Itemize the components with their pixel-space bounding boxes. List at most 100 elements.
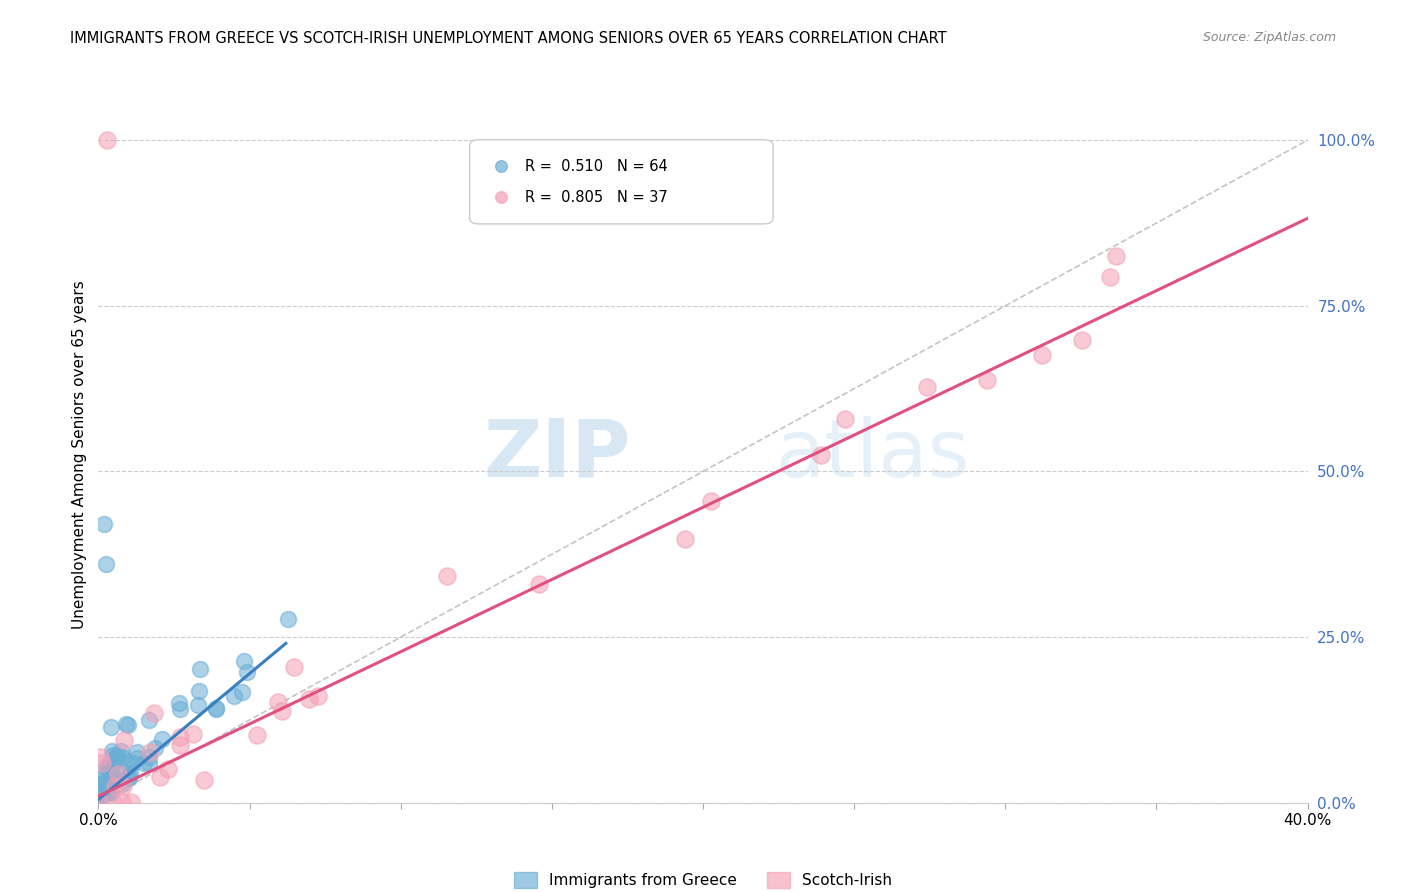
Point (204, 700, 226, 714)
Point (101, 747, 124, 762)
Point (89, 777, 111, 791)
Point (101, 795, 124, 809)
Point (169, 731, 191, 745)
Point (1031, 348, 1053, 362)
Point (157, 762, 180, 776)
Text: R =  0.510   N = 64: R = 0.510 N = 64 (526, 159, 668, 174)
Text: atlas: atlas (776, 416, 970, 494)
Point (120, 765, 142, 780)
Point (224, 689, 246, 703)
Text: IMMIGRANTS FROM GREECE VS SCOTCH-IRISH UNEMPLOYMENT AMONG SENIORS OVER 65 YEARS : IMMIGRANTS FROM GREECE VS SCOTCH-IRISH U… (70, 31, 946, 46)
Point (89, 750, 111, 764)
Point (104, 771, 127, 785)
Point (107, 767, 129, 781)
Point (120, 795, 142, 809)
Point (169, 739, 191, 753)
Point (111, 777, 134, 791)
Point (89, 795, 111, 809)
Text: Source: ZipAtlas.com: Source: ZipAtlas.com (1202, 31, 1336, 45)
Point (233, 653, 256, 667)
Point (100, 786, 122, 800)
Point (115, 756, 138, 770)
Point (205, 702, 228, 716)
Point (111, 779, 134, 793)
Point (100, 775, 122, 789)
Point (97, 756, 120, 771)
Point (143, 706, 166, 720)
Point (167, 697, 190, 711)
Point (90, 771, 112, 785)
Point (138, 749, 160, 764)
Point (436, 569, 458, 583)
Point (101, 760, 124, 774)
Legend: Immigrants from Greece, Scotch-Irish: Immigrants from Greece, Scotch-Irish (508, 866, 898, 892)
Point (91, 777, 114, 791)
Point (246, 728, 269, 742)
Point (187, 683, 209, 698)
Point (100, 720, 122, 734)
Point (98, 774, 121, 789)
Text: R =  0.805   N = 37: R = 0.805 N = 37 (526, 190, 668, 205)
Point (112, 733, 135, 747)
Point (100, 768, 122, 782)
Point (181, 727, 204, 741)
Point (127, 750, 149, 764)
Point (94, 780, 117, 794)
Point (143, 740, 166, 755)
Point (276, 612, 298, 626)
Point (149, 770, 172, 784)
Point (1094, 219, 1116, 234)
Point (834, 412, 856, 426)
Point (97, 785, 120, 799)
Point (104, 753, 127, 767)
Point (105, 748, 128, 763)
Point (117, 717, 139, 731)
Point (111, 795, 134, 809)
Point (138, 746, 160, 760)
Point (138, 714, 160, 728)
Point (297, 692, 319, 706)
Point (235, 665, 257, 679)
Point (267, 695, 290, 709)
Point (118, 771, 141, 785)
Point (96, 558, 118, 572)
FancyBboxPatch shape (470, 140, 773, 224)
Point (100, 744, 122, 758)
Point (101, 772, 124, 786)
Point (114, 764, 136, 779)
Point (150, 732, 173, 747)
Point (118, 770, 141, 784)
Point (103, 779, 125, 793)
Point (94, 782, 117, 797)
Point (307, 689, 329, 703)
Point (810, 448, 832, 462)
Point (700, 493, 723, 508)
Point (193, 772, 215, 787)
Point (231, 685, 253, 699)
Point (93, 789, 115, 803)
Point (283, 660, 305, 674)
Point (187, 698, 209, 713)
Point (89, 765, 111, 780)
Point (96, 133, 118, 147)
Point (101, 772, 124, 787)
Point (93, 517, 115, 532)
Point (1099, 269, 1122, 284)
Point (89, 786, 111, 800)
Point (1105, 250, 1128, 264)
Point (122, 756, 145, 771)
Point (94, 783, 117, 797)
Point (976, 373, 998, 387)
Point (90, 756, 112, 770)
Point (1070, 333, 1092, 347)
Point (110, 744, 132, 758)
Point (915, 380, 938, 394)
Point (125, 745, 148, 759)
Point (103, 752, 125, 766)
Point (169, 701, 191, 715)
Point (138, 756, 160, 771)
Point (91, 786, 114, 800)
Point (188, 662, 211, 676)
Y-axis label: Unemployment Among Seniors over 65 years: Unemployment Among Seniors over 65 years (72, 281, 87, 629)
Point (97, 785, 120, 799)
